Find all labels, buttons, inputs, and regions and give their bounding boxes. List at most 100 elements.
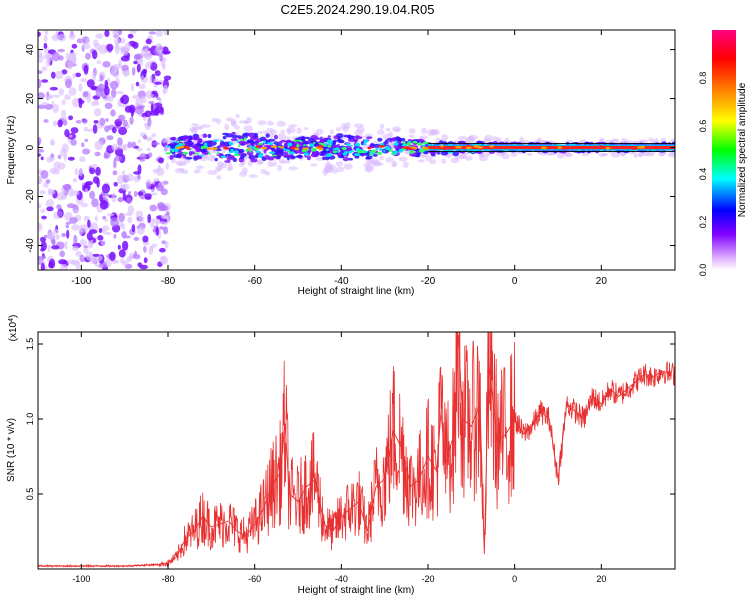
spectrogram-noise-blob (157, 164, 162, 173)
spectrogram-high-blob (343, 151, 350, 154)
spectrogram-noise-blob (112, 170, 118, 176)
spectrogram-core-blob (296, 154, 303, 158)
spectrogram-halo-blob (492, 136, 498, 142)
spectrogram-noise-blob (134, 250, 138, 257)
spectrogram-peak-blob (599, 145, 603, 148)
spectrogram-halo-blob (191, 123, 200, 127)
spectrogram-noise-blob (84, 188, 89, 193)
spectrogram-core-blob (348, 134, 352, 140)
spectrogram-x-tick-label: -100 (71, 276, 91, 287)
spectrogram-halo-blob (280, 129, 286, 134)
spectrogram-noise-blob (68, 115, 74, 121)
spectrogram-noise-blob (133, 60, 138, 65)
spectrogram-noise-blob (58, 33, 67, 42)
spectrogram-noise-blob (68, 33, 76, 40)
spectrogram-noise-blob (137, 139, 141, 144)
spectrogram-high-blob (309, 143, 314, 147)
spectrogram-noise-blob (38, 70, 43, 74)
spectrogram-noise-blob (39, 190, 46, 195)
spectrogram-noise-blob (147, 213, 152, 224)
spectrogram-halo-blob (303, 127, 309, 131)
spectrogram-high-blob (217, 151, 220, 155)
spectrogram-noise-blob (109, 80, 119, 90)
spectrogram-noise-blob (85, 251, 94, 261)
spectrogram-high-blob (326, 139, 333, 144)
spectrogram-high-blob (417, 142, 423, 146)
spectrogram-high-blob (363, 139, 368, 143)
spectrogram-signal-band (163, 114, 675, 180)
spectrogram-noise-blob (46, 206, 54, 212)
spectrogram-noise-blob (106, 43, 114, 52)
spectrogram-peak-blob (489, 145, 494, 148)
snr-x-tick-label: -60 (248, 574, 261, 584)
spectrogram-high-blob (236, 139, 239, 143)
spectrogram-noise-blob (155, 30, 163, 37)
spectrogram-high-blob (243, 137, 247, 141)
spectrogram-noise-blob (104, 102, 113, 110)
spectrogram-peak-blob (403, 146, 409, 149)
spectrogram-noise-blob (139, 153, 147, 159)
spectrogram-noise-blob (156, 184, 165, 192)
spectrogram-core-blob (189, 135, 193, 141)
spectrogram-high-blob (407, 141, 412, 146)
spectrogram-peak-blob (465, 146, 472, 150)
snr-multiplier: (x104) (8, 315, 20, 342)
spectrogram-high-blob (253, 147, 260, 151)
spectrogram-noise-blob (120, 37, 126, 44)
spectrogram-high-blob (393, 150, 398, 155)
spectrogram-halo-blob (264, 171, 271, 176)
spectrogram-noise-blob (40, 156, 44, 161)
spectrogram-halo-blob (261, 152, 268, 156)
spectrogram-noise-blob (132, 94, 139, 100)
spectrogram-high-blob (288, 151, 295, 155)
spectrogram-core-blob (225, 153, 232, 157)
spectrogram-noise-blob (107, 96, 114, 102)
spectrogram-core-blob (239, 155, 245, 160)
spectrogram-noise-blob (113, 158, 117, 168)
spectrogram-noise-blob (131, 224, 136, 233)
spectrogram-core-blob (169, 154, 174, 160)
spectrogram-noise-blob (68, 187, 75, 197)
spectrogram-halo-blob (510, 152, 518, 157)
spectrogram-peak-blob (562, 147, 568, 150)
spectrogram-peak-blob (290, 146, 295, 150)
snr-y-label: SNR (10 * v/v) (6, 418, 17, 482)
spectrogram-halo-blob (267, 161, 273, 168)
spectrogram-noise-blob (41, 79, 49, 83)
spectrogram-noise-blob (113, 259, 120, 264)
spectrogram-peak-blob (632, 147, 637, 150)
spectrogram-halo-blob (256, 160, 264, 165)
spectrogram-noise-blob (79, 239, 87, 247)
spectrogram-core-blob (344, 145, 352, 151)
spectrogram-halo-blob (277, 164, 282, 171)
spectrogram-core-blob (238, 140, 247, 145)
spectrogram-high-blob (287, 142, 293, 147)
spectrogram-noise-blob (129, 30, 137, 34)
spectrogram-noise-blob (148, 31, 156, 35)
spectrogram-high-blob (268, 142, 274, 146)
spectrogram-noise-blob (93, 108, 102, 117)
spectrogram-noise-blob (52, 94, 60, 98)
spectrogram-noise-region (38, 30, 172, 270)
spectrogram-core-blob (222, 135, 227, 140)
spectrogram-noise-blob (57, 119, 63, 128)
spectrogram-noise-blob (80, 202, 88, 208)
spectrogram-noise-blob (48, 189, 56, 195)
spectrogram-y-label: Frequency (Hz) (6, 116, 17, 185)
spectrogram-noise-blob (71, 224, 80, 231)
spectrogram-noise-blob (113, 234, 117, 239)
spectrogram-halo-blob (207, 170, 218, 175)
spectrogram-noise-blob (51, 51, 60, 62)
spectrogram-noise-blob (83, 126, 89, 132)
spectrogram-noise-blob (65, 224, 69, 229)
spectrogram-peak-blob (449, 146, 457, 150)
spectrogram-noise-blob (94, 151, 101, 157)
spectrogram-noise-blob (97, 235, 104, 241)
spectrogram-high-blob (230, 148, 234, 152)
spectrogram-halo-blob (457, 136, 468, 141)
snr-x-label: Height of straight line (km) (298, 585, 415, 596)
spectrogram-noise-blob (165, 211, 170, 216)
spectrogram-high-blob (257, 142, 264, 145)
spectrogram-noise-blob (95, 166, 101, 176)
spectrogram-high-blob (296, 144, 300, 148)
